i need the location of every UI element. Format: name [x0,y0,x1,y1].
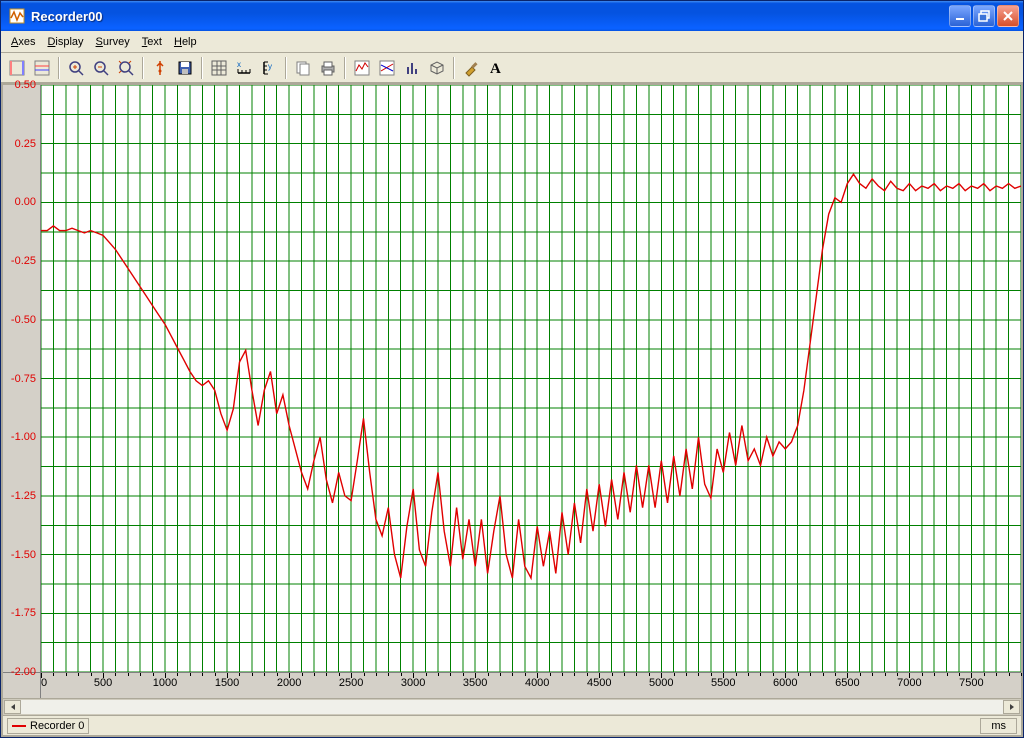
minimize-button[interactable] [949,5,971,27]
legend-swatch [12,725,26,727]
print-icon[interactable] [316,56,340,80]
legend-label: Recorder 0 [30,720,84,732]
chart-area: 0.500.250.00-0.25-0.50-0.75-1.00-1.25-1.… [1,83,1023,737]
toolbar: x y A [1,53,1023,83]
menu-display[interactable]: Display [41,34,89,50]
zoom-fit-icon[interactable] [114,56,138,80]
x-axis: 0500100015002000250030003500400045005000… [41,672,1021,698]
legend-item[interactable]: Recorder 0 [7,718,89,734]
svg-text:A: A [490,61,501,77]
save-icon[interactable] [173,56,197,80]
chart-bars-icon[interactable] [400,56,424,80]
zoom-out-icon[interactable] [89,56,113,80]
menu-axes[interactable]: Axes [5,34,41,50]
scroll-left-icon[interactable] [4,700,21,714]
chart-3d-icon[interactable] [425,56,449,80]
horizontal-scrollbar[interactable] [3,698,1021,715]
cursor-icon[interactable] [148,56,172,80]
menu-help[interactable]: Help [168,34,203,50]
close-button[interactable] [997,5,1019,27]
plot-canvas[interactable] [41,85,1021,672]
text-icon[interactable]: A [484,56,508,80]
menubar: Axes Display Survey Text Help [1,31,1023,53]
units-label: ms [980,718,1017,734]
toggle-dual-axis-icon[interactable] [5,56,29,80]
y-axis: 0.500.250.00-0.25-0.50-0.75-1.00-1.25-1.… [3,85,41,672]
app-window: Recorder00 Axes Display Survey Text Help [0,0,1024,738]
grid-icon[interactable] [207,56,231,80]
menu-survey[interactable]: Survey [90,34,136,50]
window-title: Recorder00 [29,9,949,24]
restore-button[interactable] [973,5,995,27]
titlebar[interactable]: Recorder00 [1,1,1023,31]
x-scale-icon[interactable]: x [232,56,256,80]
legend-bar: Recorder 0 ms [3,715,1021,735]
paint-icon[interactable] [459,56,483,80]
zoom-in-icon[interactable] [64,56,88,80]
copy-icon[interactable] [291,56,315,80]
menu-text[interactable]: Text [136,34,168,50]
y-scale-icon[interactable]: y [257,56,281,80]
svg-text:x: x [237,60,241,69]
chart-line-icon[interactable] [350,56,374,80]
svg-text:y: y [268,62,272,71]
app-icon [9,8,25,24]
toggle-channels-icon[interactable] [30,56,54,80]
scroll-right-icon[interactable] [1003,700,1020,714]
chart-multi-icon[interactable] [375,56,399,80]
